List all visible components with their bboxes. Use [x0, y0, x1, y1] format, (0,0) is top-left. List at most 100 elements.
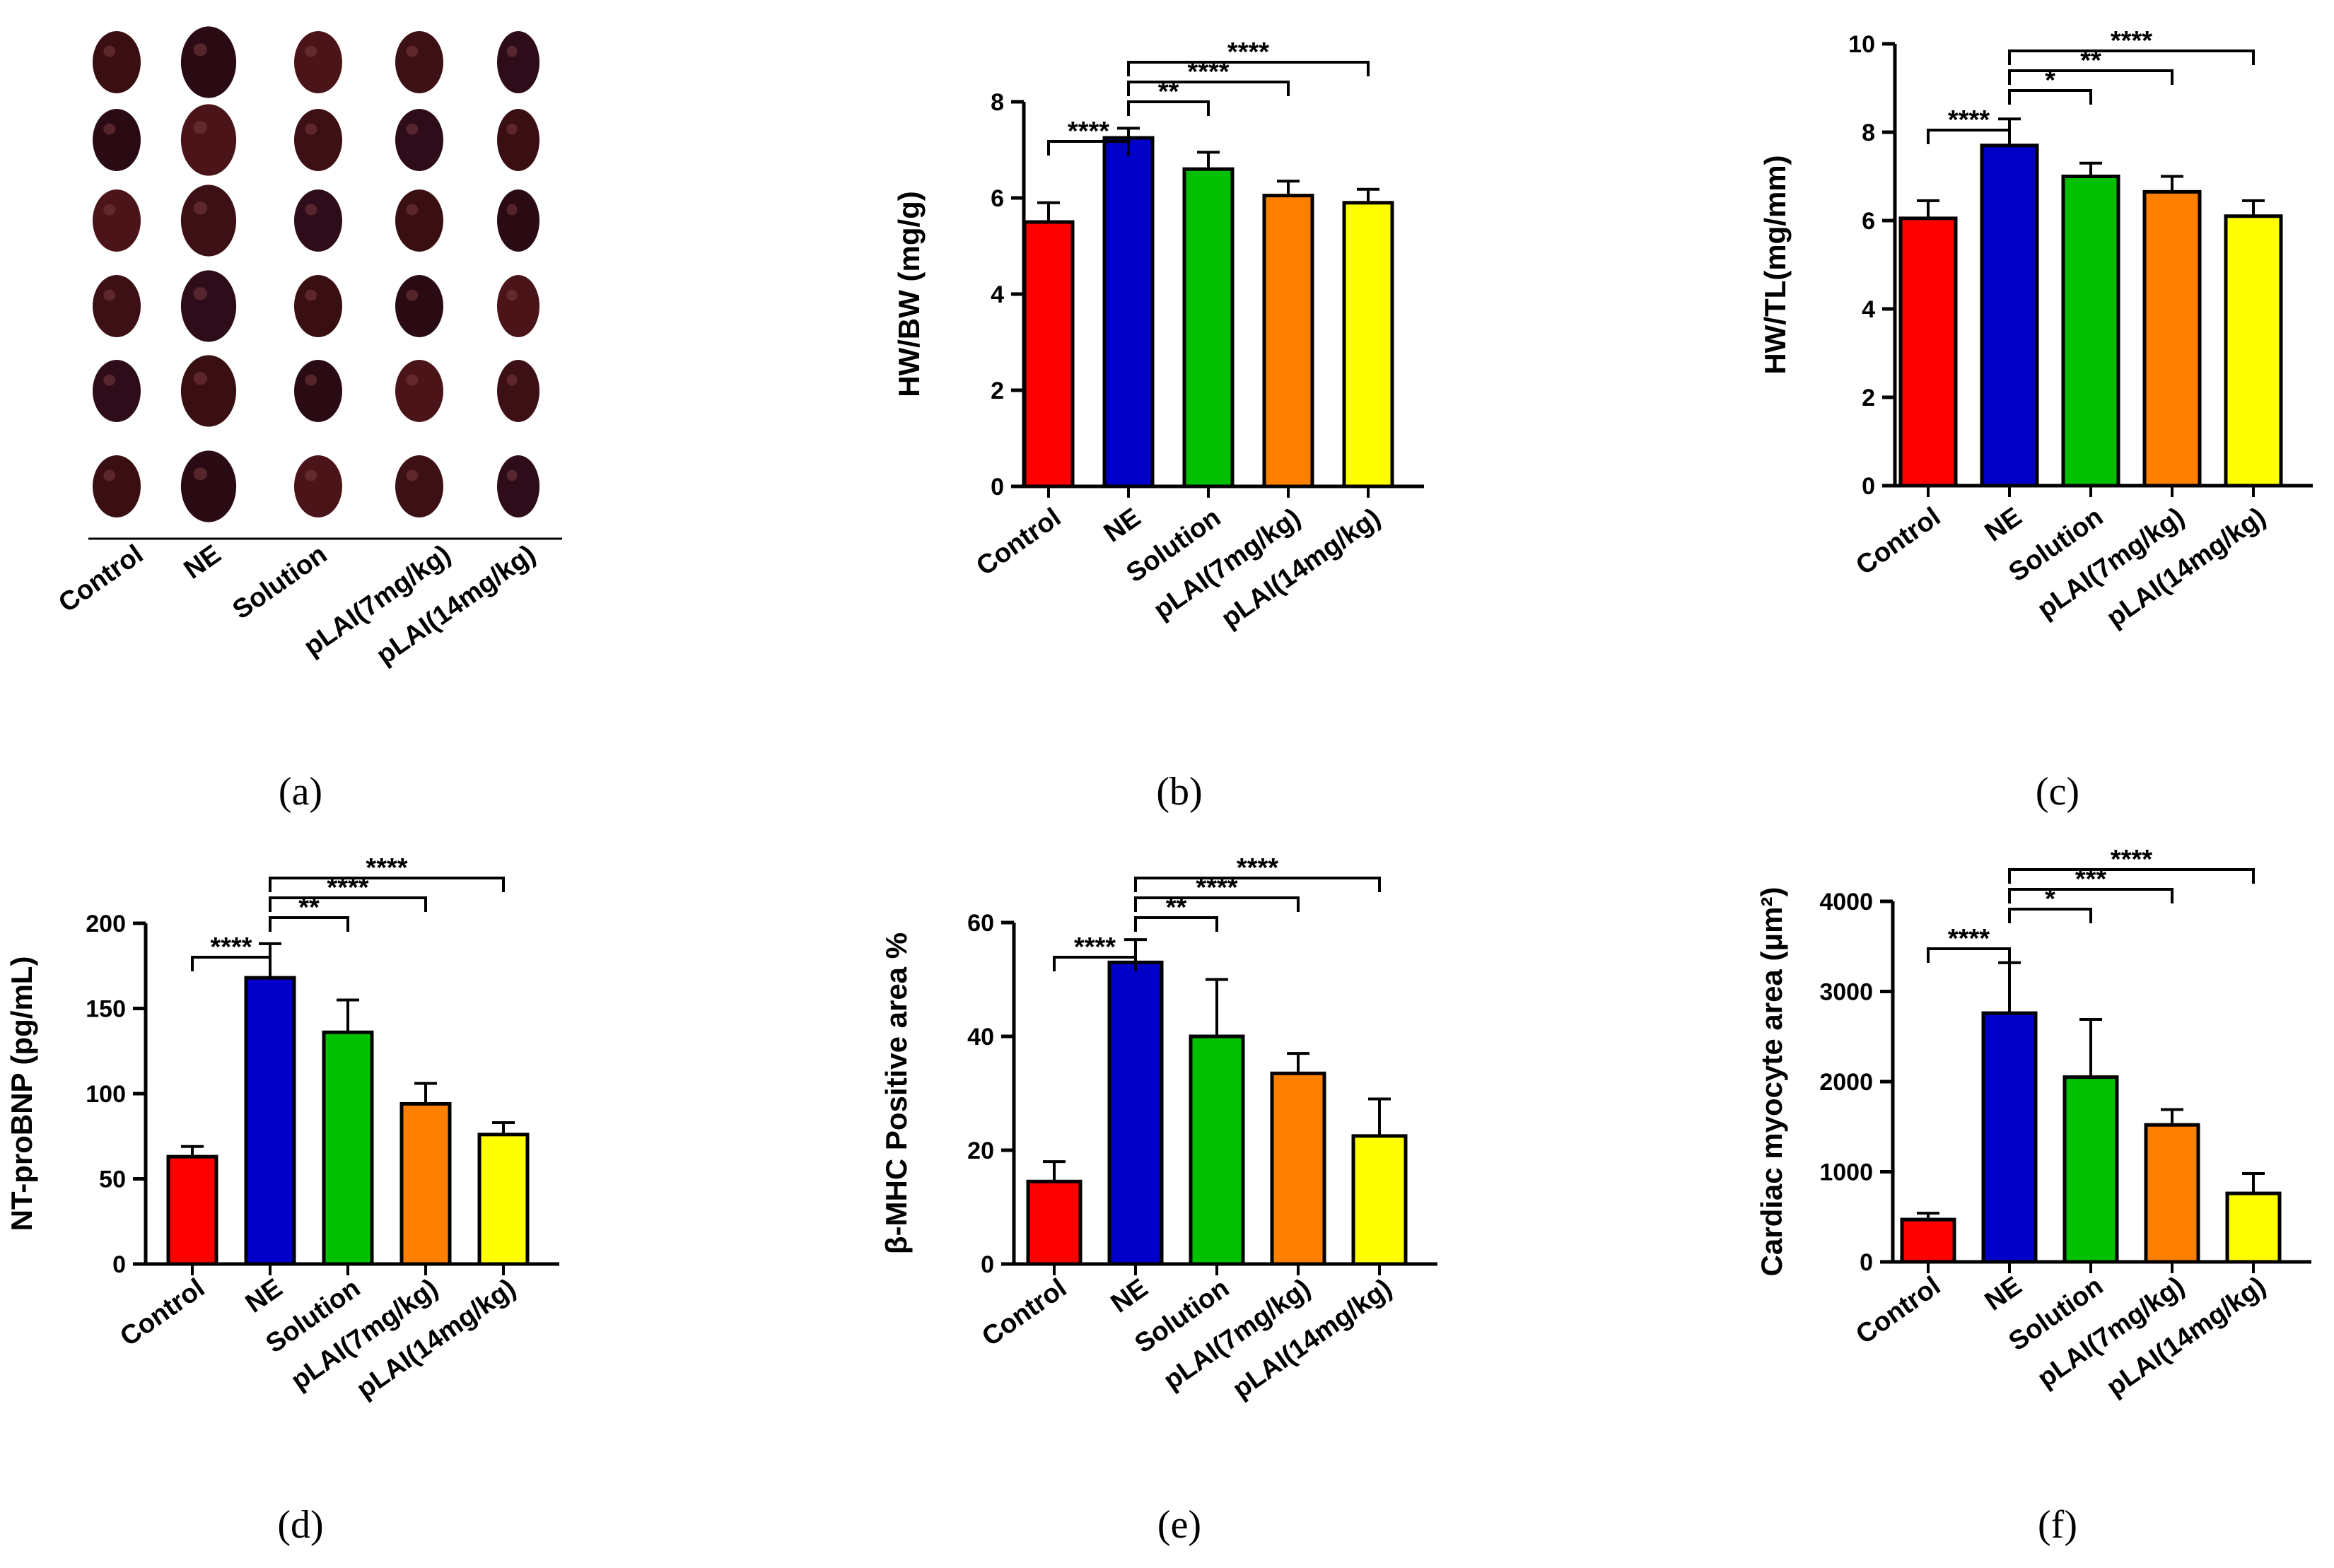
heart-photo-panel: Control NE SolutionpLAI(7mg/kg)pLAI(14mg/k…: [53, 26, 562, 671]
heart-highlight: [103, 123, 116, 135]
bar: [2224, 214, 2283, 488]
bar: [2142, 189, 2202, 488]
bar: [1022, 220, 1075, 488]
bar: [1900, 1217, 1956, 1264]
significance-bracket: [2008, 49, 2255, 65]
heart-sample: [497, 189, 539, 252]
photo-category-label: Control: [53, 539, 148, 619]
significance-bracket: [1047, 140, 1130, 156]
x-tick-label: Control: [976, 1273, 1072, 1352]
heart-sample: [395, 109, 443, 171]
significance-bracket: [1053, 956, 1137, 971]
bar: [166, 1154, 218, 1266]
bar: [2225, 1191, 2282, 1264]
significance-bracket: [2008, 868, 2255, 884]
heart-highlight: [193, 467, 208, 481]
y-tick-label: 2: [1862, 385, 1875, 411]
bar: [1182, 167, 1235, 488]
heart-highlight: [103, 45, 116, 57]
y-tick-label: 0: [1860, 1249, 1873, 1276]
bar: [1342, 201, 1394, 488]
panel-label: (c): [2036, 770, 2079, 814]
heart-sample: [93, 275, 141, 337]
y-tick-label: 40: [967, 1024, 994, 1051]
heart-sample: [294, 31, 342, 93]
bar: [399, 1101, 452, 1266]
x-tick-label: Control: [1850, 502, 1946, 581]
bar: [244, 976, 296, 1266]
bar: [1102, 136, 1155, 488]
y-tick-label: 8: [991, 89, 1004, 116]
heart-sample: [294, 189, 342, 252]
x-tick-label: NE: [1980, 1271, 2027, 1317]
panel-labels: (a) (b) (c) (d) (e) (f): [277, 770, 2079, 1547]
heart-sample: [395, 189, 443, 252]
photo-category-labels: Control NE SolutionpLAI(7mg/kg)pLAI(14mg/k…: [53, 539, 541, 671]
bar: [2144, 1123, 2200, 1264]
significance-bracket: [269, 877, 505, 892]
heart-highlight: [103, 204, 116, 216]
y-axis-label: β-MHC Positive area %: [880, 932, 913, 1254]
significance-label: *: [2045, 884, 2055, 914]
heart-highlight: [506, 469, 518, 481]
significance-bracket: [269, 896, 427, 912]
heart-highlight: [193, 121, 208, 134]
heart-highlight: [506, 289, 518, 301]
heart-highlight: [406, 45, 419, 57]
bar: [1898, 216, 1958, 488]
significance-bracket: [1127, 81, 1290, 96]
panel-label: (a): [279, 770, 322, 814]
significance-label: ****: [1074, 932, 1116, 962]
y-tick-label: 6: [1862, 208, 1875, 235]
chart-panel-f: 0 1000 2000 3000 4000 Cardiac myocyte area (μ…: [1755, 845, 2311, 1403]
y-axis-label: NT-proBNP (pg/mL): [5, 956, 38, 1231]
heart-sample: [93, 31, 141, 93]
heart-highlight: [103, 469, 116, 481]
bar: [1026, 1179, 1083, 1266]
y-tick-label: 2000: [1819, 1069, 1873, 1096]
heart-highlight: [506, 204, 518, 216]
heart-sample: [294, 455, 342, 517]
heart-sample: [180, 270, 237, 342]
y-tick-label: 1000: [1819, 1159, 1873, 1186]
heart-highlight: [305, 123, 317, 135]
heart-highlight: [305, 374, 317, 386]
heart-sample: [395, 275, 443, 337]
significance-bracket: [1134, 916, 1218, 932]
significance-bracket: [269, 916, 349, 932]
significance-bracket: [1927, 947, 2011, 963]
heart-highlight: [406, 469, 419, 481]
significance-bracket: [1127, 100, 1210, 116]
heart-highlight: [406, 204, 419, 216]
heart-highlight: [305, 204, 317, 216]
significance-label: ****: [1948, 105, 1990, 135]
heart-sample: [93, 455, 141, 517]
bar: [477, 1133, 530, 1266]
bar: [1107, 960, 1164, 1266]
significance-label: ****: [1948, 924, 1990, 954]
y-tick-label: 4: [1862, 296, 1875, 323]
heart-highlight: [506, 123, 518, 135]
bar: [1270, 1071, 1326, 1266]
heart-highlight: [506, 45, 518, 57]
photo-category-label: Solution: [228, 539, 333, 626]
significance-bracket: [1134, 877, 1381, 892]
heart-sample: [395, 455, 443, 517]
significance-bracket: [1134, 896, 1300, 912]
heart-sample: [180, 185, 237, 257]
x-tick-label: NE: [1980, 502, 2027, 548]
y-tick-label: 20: [967, 1137, 994, 1164]
y-tick-label: 60: [967, 910, 994, 937]
heart-highlight: [103, 374, 116, 386]
significance-label: ****: [366, 853, 407, 883]
y-axis-label: HW/TL(mg/mm): [1758, 155, 1792, 374]
panel-label: (d): [277, 1503, 323, 1547]
heart-highlight: [193, 372, 208, 385]
bar: [1981, 1011, 2038, 1264]
significance-label: ****: [210, 932, 252, 962]
panel-label: (e): [1157, 1503, 1201, 1547]
bar: [1262, 194, 1314, 488]
heart-sample: [93, 109, 141, 171]
